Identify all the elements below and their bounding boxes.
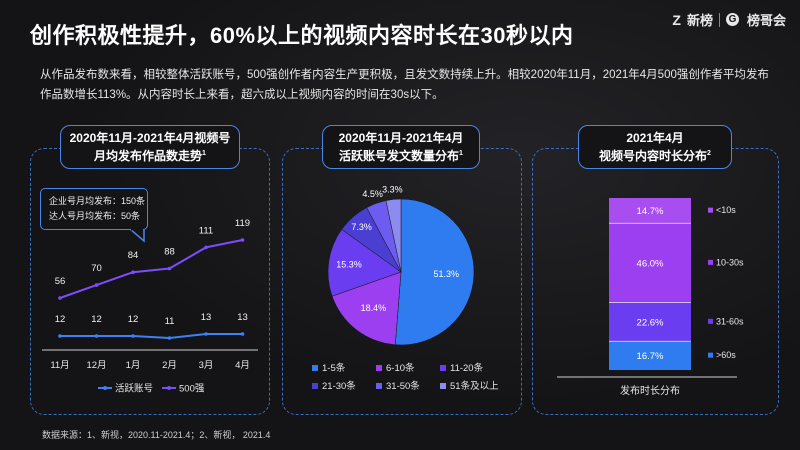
legend-swatch	[708, 318, 713, 324]
data-point	[167, 336, 172, 340]
x-axis-label: 发布时长分布	[620, 384, 680, 397]
data-label: 56	[55, 276, 66, 287]
newrank-logo-icon: Z	[672, 11, 681, 28]
legend-swatch	[440, 365, 446, 371]
pie-chart-title-line1: 2020年11月-2021年4月	[338, 131, 464, 145]
callout-line1: 企业号月均发布：150条	[49, 196, 146, 206]
posting-callout: 企业号月均发布：150条 达人号月均发布：50条	[40, 188, 148, 230]
legend-label: 51条及以上	[450, 380, 499, 392]
line-chart-title-line2: 月均发布作品数走势1	[94, 149, 206, 163]
x-tick-label: 11月	[50, 360, 69, 371]
data-point	[204, 332, 208, 336]
legend-label: 活跃账号	[115, 383, 153, 395]
data-point	[240, 238, 245, 242]
pie-slice	[395, 198, 475, 346]
data-label: 88	[164, 247, 175, 258]
logo-left-text: 新榜	[686, 13, 713, 28]
legend-label: 11-20条	[450, 362, 484, 374]
bar-chart-title-line1: 2021年4月	[626, 131, 684, 145]
series-line-active	[60, 333, 243, 340]
pie-label: 15.3%	[336, 260, 362, 270]
brand-logo: Z 新榜 G 榜哥会	[672, 10, 786, 29]
legend-label: 500强	[179, 384, 205, 395]
bar-segment	[609, 223, 691, 303]
legend-marker	[103, 386, 107, 390]
pie-label: 3.3%	[382, 184, 403, 194]
x-tick-label: 1月	[126, 360, 141, 371]
legend-label: >60s	[716, 350, 736, 360]
legend-marker	[167, 386, 171, 390]
legend-swatch	[708, 259, 713, 265]
legend-label: 10-30s	[716, 257, 744, 267]
pie-label: 4.5%	[362, 189, 383, 199]
callout-line2: 达人号月均发布：50条	[49, 211, 141, 221]
bar-label: 16.7%	[637, 351, 664, 362]
data-label: 70	[91, 263, 102, 274]
bar-label: 46.0%	[637, 258, 664, 269]
data-label: 13	[201, 312, 212, 323]
data-label: 84	[128, 250, 139, 261]
pie-slice	[385, 198, 402, 273]
data-point	[131, 334, 135, 338]
pie-label: 18.4%	[361, 303, 387, 313]
legend-label: 31-60s	[716, 316, 744, 326]
data-point	[204, 245, 208, 250]
legend-swatch	[440, 383, 446, 389]
data-point	[240, 332, 245, 336]
legend-label: 1-5条	[322, 362, 346, 374]
x-tick-label: 4月	[235, 360, 250, 371]
data-label: 12	[91, 314, 102, 325]
legend-swatch	[376, 365, 382, 371]
data-point	[167, 266, 172, 271]
pie-label: 7.3%	[351, 222, 372, 232]
pie-chart: 51.3% 18.4% 15.3% 7.3% 4.5% 3.3% 1-5条 6-10条 11-2…	[312, 184, 499, 392]
pie-label: 51.3%	[433, 269, 459, 279]
logo-divider	[718, 12, 720, 27]
data-label: 12	[128, 314, 139, 325]
data-point	[58, 334, 62, 338]
logo-right-text: 榜哥会	[746, 13, 786, 28]
legend-label: 21-30条	[322, 380, 356, 392]
data-point	[58, 296, 62, 300]
legend-swatch	[376, 383, 382, 389]
legend-swatch	[312, 365, 318, 371]
legend-swatch	[708, 352, 713, 358]
legend-label: 6-10条	[386, 362, 415, 374]
data-label: 111	[199, 225, 213, 236]
description-text: 从作品发布数来看，相较整体活跃账号，500强创作者内容生产更积极，且发文数持续上…	[40, 69, 769, 101]
pie-chart-title-line2: 活跃账号发文数量分布1	[339, 149, 463, 163]
legend-label: <10s	[716, 205, 736, 215]
bar-segment	[609, 198, 691, 224]
data-point	[94, 334, 99, 338]
pie-slice	[327, 229, 402, 297]
pie-chart-title: 2020年11月-2021年4月 活跃账号发文数量分布1	[322, 125, 480, 169]
bar-label: 22.6%	[637, 317, 664, 328]
bar-chart: 16.7% >60s 22.6% 31-60s 46.0% 10-30s 14.7% <10s…	[557, 198, 744, 397]
data-label: 13	[237, 312, 248, 323]
legend-swatch	[708, 207, 713, 213]
series-line-top500	[59, 239, 243, 299]
bar-chart-title: 2021年4月 视频号内容时长分布2	[578, 125, 732, 169]
data-label: 119	[235, 218, 250, 229]
data-point	[131, 270, 135, 275]
x-tick-label: 12月	[86, 360, 106, 371]
data-label: 12	[55, 314, 66, 325]
page-title: 创作积极性提升，60%以上的视频内容时长在30秒以内	[30, 23, 574, 48]
line-chart-title: 2020年11月-2021年4月视频号 月均发布作品数走势1	[60, 125, 240, 169]
bar-label: 14.7%	[637, 206, 664, 217]
bar-chart-title-line2: 视频号内容时长分布2	[599, 149, 711, 163]
line-chart: 11月 12月 1月 2月 3月 4月 12 12 12 11 13 13 56 70 84 88 111 119…	[42, 218, 258, 395]
legend-swatch	[312, 383, 318, 389]
x-tick-label: 3月	[199, 360, 214, 371]
line-chart-title-line1: 2020年11月-2021年4月视频号	[69, 131, 231, 145]
data-point	[94, 283, 99, 287]
bar-segment	[609, 302, 691, 342]
source-note: 数据来源：1、新视，2020.11-2021.4；2、新视， 2021.4	[42, 430, 271, 440]
callout-pointer	[130, 229, 145, 243]
bangge-logo-icon: G	[725, 13, 739, 26]
legend-label: 31-50条	[386, 380, 420, 392]
bar-segment	[609, 341, 691, 370]
data-label: 11	[165, 316, 175, 327]
x-tick-label: 2月	[162, 360, 177, 371]
